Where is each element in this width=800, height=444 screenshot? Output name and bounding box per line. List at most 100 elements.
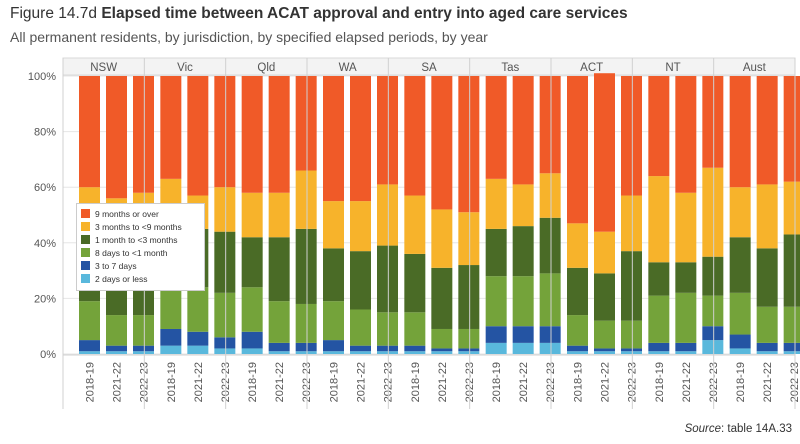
- facet-label-nsw: NSW: [90, 62, 117, 74]
- bar-segment: [539, 326, 561, 343]
- bar-segment: [106, 351, 127, 354]
- bar-segment: [350, 345, 371, 352]
- bar-segment: [729, 187, 751, 238]
- bar-segment: [241, 192, 263, 238]
- bar-segment: [160, 328, 182, 346]
- bar-segment: [567, 76, 588, 224]
- bar-segment: [377, 345, 398, 352]
- legend-label: 9 months or over: [95, 208, 159, 219]
- chart-title: Figure 14.7d Elapsed time between ACAT a…: [10, 5, 628, 23]
- bar-segment: [404, 195, 426, 254]
- y-tick-label: 80%: [34, 127, 56, 139]
- bar-segment: [268, 192, 290, 238]
- bar-segment: [187, 76, 209, 196]
- bar-segment: [79, 340, 100, 352]
- legend-swatch: [81, 261, 90, 270]
- bar-segment: [133, 345, 154, 352]
- facet-label-tas: Tas: [501, 62, 519, 74]
- bar-segment: [512, 226, 534, 277]
- bar-segment: [268, 342, 290, 352]
- y-tick-label: 60%: [34, 182, 56, 194]
- bar-segment: [214, 231, 236, 293]
- facet-label-aust: Aust: [743, 62, 767, 74]
- legend-label: 2 days or less: [95, 273, 148, 284]
- bar-segment: [675, 292, 697, 343]
- bar-segment: [539, 76, 561, 174]
- bar-segment: [594, 231, 615, 274]
- bar-segment: [675, 192, 697, 263]
- legend-label: 1 month to <3 months: [95, 234, 178, 245]
- bar-segment: [512, 184, 534, 227]
- x-tick-label: 2018-19: [735, 362, 747, 402]
- bar-segment: [458, 212, 480, 266]
- bar-segment: [458, 328, 480, 349]
- legend-label: 3 months to <9 months: [95, 221, 182, 232]
- bar-segment: [79, 301, 100, 341]
- bar-segment: [268, 237, 290, 302]
- bar-segment: [214, 348, 236, 354]
- bar-segment: [431, 76, 453, 210]
- y-tick-label: 0%: [40, 349, 56, 361]
- bar-segment: [567, 315, 588, 346]
- bar-segment: [567, 351, 588, 354]
- bar-segment: [377, 312, 398, 346]
- bar-segment: [241, 237, 263, 288]
- bar-segment: [458, 265, 480, 329]
- bar-segment: [268, 351, 290, 354]
- bar-segment: [160, 76, 182, 179]
- bar-segment: [106, 315, 127, 346]
- bar-segment: [594, 73, 615, 232]
- bar-segment: [648, 262, 670, 296]
- x-tick-label: 2021-22: [437, 362, 449, 402]
- bar-segment: [323, 351, 344, 354]
- bar-segment: [648, 76, 670, 177]
- bar-segment: [404, 345, 426, 352]
- bar-segment: [675, 76, 697, 193]
- bar-segment: [756, 351, 778, 354]
- bar-segment: [133, 315, 154, 346]
- legend-item: 8 days to <1 month: [81, 246, 200, 259]
- legend-swatch: [81, 248, 90, 257]
- source-text: : table 14A.33: [721, 423, 792, 435]
- bar-segment: [621, 76, 642, 196]
- facet-label-nt: NT: [665, 62, 680, 74]
- bar-segment: [295, 228, 317, 304]
- bar-segment: [756, 76, 778, 185]
- bar-segment: [377, 245, 398, 313]
- bar-segment: [431, 351, 453, 354]
- bar-segment: [648, 342, 670, 352]
- bar-segment: [295, 342, 317, 352]
- bar-segment: [187, 331, 209, 346]
- bar-segment: [594, 320, 615, 349]
- x-tick-label: 2018-19: [573, 362, 585, 402]
- facet-label-wa: WA: [339, 62, 357, 74]
- bar-segment: [675, 342, 697, 352]
- bar-segment: [133, 351, 154, 354]
- facet-label-sa: SA: [421, 62, 437, 74]
- bar-segment: [783, 342, 800, 352]
- x-tick-label: 2018-19: [247, 362, 259, 402]
- bar-segment: [621, 348, 642, 352]
- bar-segment: [377, 351, 398, 354]
- bar-segment: [567, 267, 588, 316]
- bar-segment: [187, 287, 209, 332]
- bar-segment: [160, 290, 182, 329]
- bar-segment: [567, 345, 588, 352]
- bar-segment: [648, 295, 670, 343]
- bar-segment: [756, 248, 778, 307]
- bar-segment: [241, 348, 263, 354]
- x-tick-label: 2018-19: [85, 362, 97, 402]
- bar-segment: [323, 340, 344, 352]
- bar-segment: [702, 295, 724, 327]
- x-tick-label: 2021-22: [681, 362, 693, 402]
- bar-segment: [567, 223, 588, 268]
- chart-subtitle: All permanent residents, by jurisdiction…: [10, 29, 488, 45]
- y-tick-label: 40%: [34, 238, 56, 250]
- bar-segment: [485, 178, 507, 229]
- y-tick-label: 100%: [28, 71, 56, 83]
- bar-segment: [214, 337, 236, 349]
- bar-segment: [458, 76, 480, 213]
- bar-segment: [539, 342, 561, 354]
- bar-segment: [241, 331, 263, 349]
- bar-segment: [702, 167, 724, 257]
